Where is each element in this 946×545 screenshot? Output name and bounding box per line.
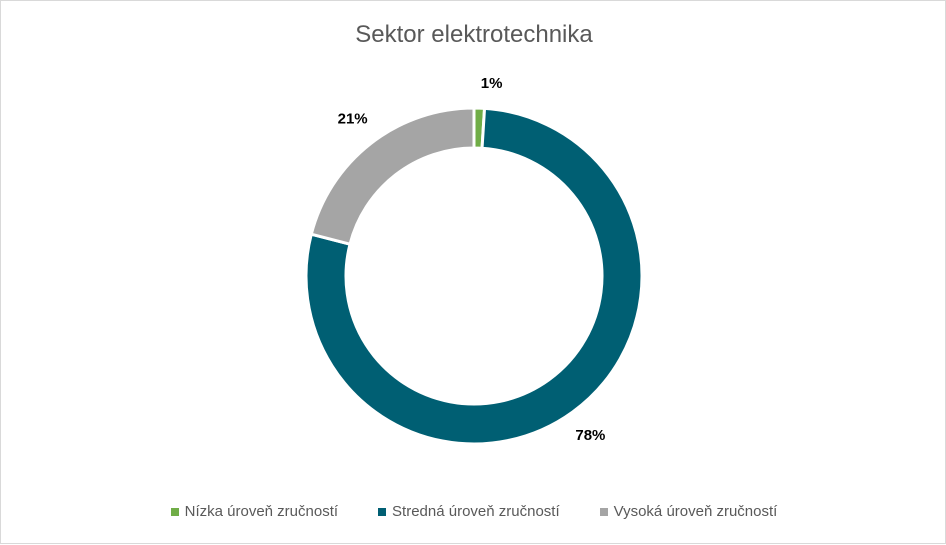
legend-label-medium: Stredná úroveň zručností [392, 503, 560, 520]
chart-title: Sektor elektrotechnika [355, 21, 593, 48]
legend-swatch-medium [378, 507, 387, 516]
legend-label-low: Nízka úroveň zručností [184, 503, 339, 520]
data-label-medium: 78% [575, 427, 605, 444]
legend-swatch-high [599, 507, 608, 516]
slice-high [309, 106, 476, 246]
legend-swatch-low [170, 507, 179, 516]
legend-item-low: Nízka úroveň zručností [170, 503, 339, 520]
legend-item-high: Vysoká úroveň zručností [599, 503, 778, 520]
legend-item-medium: Stredná úroveň zručností [378, 503, 560, 520]
data-label-low: 1% [481, 75, 503, 92]
data-label-high: 21% [338, 111, 368, 128]
legend: Nízka úroveň zručností Stredná úroveň zr… [1, 503, 946, 520]
legend-label-high: Vysoká úroveň zručností [613, 503, 778, 520]
slice-medium [304, 106, 644, 446]
